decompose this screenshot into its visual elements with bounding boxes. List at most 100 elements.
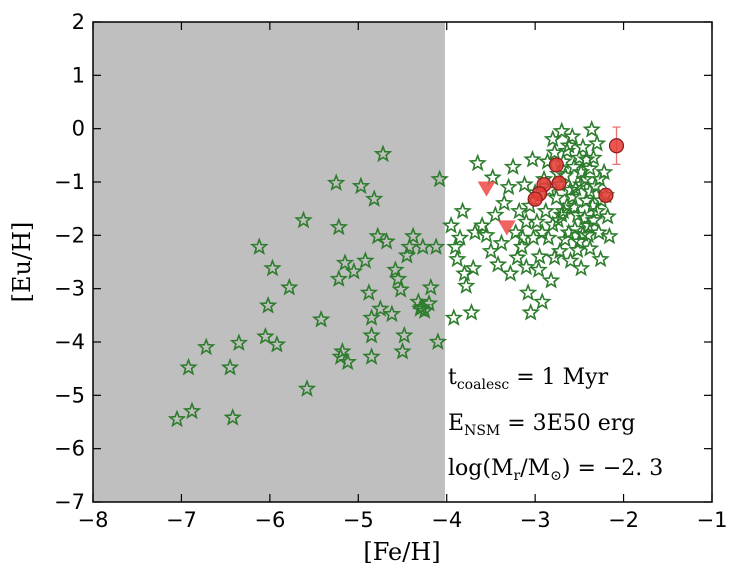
star-point xyxy=(249,237,269,255)
star-point xyxy=(578,225,598,244)
star-point xyxy=(362,325,381,344)
star-point xyxy=(575,208,594,227)
star-point xyxy=(450,228,470,246)
star-point xyxy=(333,341,352,360)
star-point xyxy=(338,352,357,371)
star-point xyxy=(543,214,563,233)
star-point xyxy=(481,241,501,260)
star-point xyxy=(517,257,536,276)
star-point xyxy=(403,226,423,245)
star-point xyxy=(559,222,579,241)
star-point xyxy=(513,228,533,246)
upper-limit-triangle xyxy=(477,181,496,197)
star-point xyxy=(577,149,596,168)
star-point xyxy=(561,251,580,269)
y-tick-label: −1 xyxy=(54,170,85,194)
star-point xyxy=(532,222,552,241)
y-tick-label: −2 xyxy=(54,223,85,247)
star-point xyxy=(587,133,607,152)
x-tick-label: −3 xyxy=(520,508,551,532)
star-point xyxy=(448,249,467,268)
plot-frame xyxy=(92,21,713,503)
star-point xyxy=(468,153,487,172)
star-point xyxy=(541,270,561,289)
star-point xyxy=(263,258,282,277)
star-point xyxy=(359,283,379,301)
x-tick-label: −6 xyxy=(254,508,285,532)
star-point xyxy=(397,245,417,264)
y-tick-label: −4 xyxy=(54,330,85,354)
star-point xyxy=(362,308,381,326)
shaded-region xyxy=(93,22,445,502)
star-point xyxy=(591,249,610,268)
observation-point xyxy=(598,187,614,203)
star-point xyxy=(561,180,580,198)
star-point xyxy=(419,293,439,312)
star-point xyxy=(362,347,381,365)
star-point xyxy=(499,177,518,196)
star-point xyxy=(598,206,617,225)
star-point xyxy=(562,126,582,145)
star-point xyxy=(329,269,349,287)
annotation-tcoalesc: tcoalesc = 1 Myr xyxy=(448,365,609,393)
y-tick-label: −3 xyxy=(54,277,85,301)
star-point xyxy=(388,269,408,287)
star-point xyxy=(552,205,571,223)
star-point xyxy=(294,210,313,229)
data-marks xyxy=(167,119,625,428)
star-point xyxy=(393,341,412,360)
star-point xyxy=(483,167,502,186)
star-point xyxy=(536,201,556,220)
annotations: tcoalesc = 1 Myr ENSM = 3E50 erg log(Mr/… xyxy=(448,365,663,484)
star-point xyxy=(571,258,591,277)
x-tick-label: −2 xyxy=(608,508,639,532)
star-point xyxy=(594,162,614,181)
star-point xyxy=(382,304,402,323)
star-point xyxy=(430,169,449,188)
star-point xyxy=(182,401,202,420)
star-point xyxy=(428,332,448,350)
star-point xyxy=(495,193,514,212)
y-tick-label: 0 xyxy=(72,117,85,141)
star-point xyxy=(584,210,603,229)
star-point xyxy=(197,337,216,356)
star-point xyxy=(545,142,564,161)
star-point xyxy=(462,302,481,321)
star-point xyxy=(600,226,619,245)
star-point xyxy=(530,246,549,265)
star-point xyxy=(568,240,587,259)
star-point xyxy=(220,357,240,376)
star-point xyxy=(573,224,593,243)
star-point xyxy=(564,197,584,216)
star-point xyxy=(329,217,349,236)
star-point xyxy=(371,299,390,317)
y-axis-label: [Eu/H] xyxy=(8,222,36,303)
star-point xyxy=(453,201,472,220)
y-tick-label: −7 xyxy=(54,490,85,514)
x-tick-label: −8 xyxy=(78,508,109,532)
star-point xyxy=(426,237,446,255)
star-point xyxy=(589,222,608,241)
star-point xyxy=(554,201,573,220)
star-point xyxy=(580,238,600,257)
star-point xyxy=(529,260,548,278)
x-tick-label: −7 xyxy=(166,508,197,532)
star-point xyxy=(258,295,278,314)
star-point xyxy=(555,229,575,248)
star-point xyxy=(394,325,414,344)
x-tick-label: −5 xyxy=(343,508,374,532)
star-point xyxy=(552,121,571,140)
star-point xyxy=(256,326,275,345)
star-point xyxy=(364,189,384,207)
star-point xyxy=(532,292,552,310)
x-tick-label: −1 xyxy=(697,508,728,532)
star-point xyxy=(377,231,396,250)
y-tick-label: −6 xyxy=(54,437,85,461)
star-point xyxy=(580,181,600,200)
star-point xyxy=(571,174,591,193)
star-point xyxy=(179,357,198,376)
star-point xyxy=(344,261,364,280)
star-point xyxy=(446,237,465,255)
